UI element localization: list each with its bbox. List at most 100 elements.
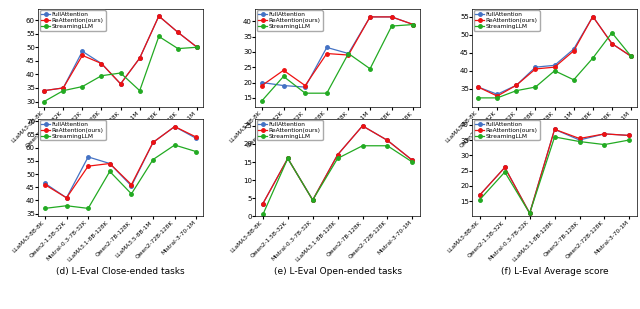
StreamingLLM bbox=[408, 160, 416, 164]
ReAttention(ours) bbox=[600, 132, 608, 136]
Title: (f) L-Eval Average score: (f) L-Eval Average score bbox=[500, 267, 609, 276]
FullAttention bbox=[60, 86, 67, 90]
Title: (d) L-Eval Close-ended tasks: (d) L-Eval Close-ended tasks bbox=[56, 267, 185, 276]
StreamingLLM bbox=[79, 85, 86, 88]
ReAttention(ours) bbox=[532, 67, 540, 71]
StreamingLLM bbox=[193, 45, 201, 49]
ReAttention(ours) bbox=[476, 193, 484, 197]
StreamingLLM bbox=[366, 67, 374, 71]
Line: StreamingLLM: StreamingLLM bbox=[43, 143, 198, 210]
ReAttention(ours) bbox=[589, 15, 596, 18]
StreamingLLM bbox=[301, 91, 309, 95]
StreamingLLM bbox=[98, 74, 106, 78]
FullAttention bbox=[127, 184, 135, 188]
Title: (a) LongBench En. tasks: (a) LongBench En. tasks bbox=[66, 158, 175, 167]
StreamingLLM bbox=[358, 144, 366, 148]
Line: ReAttention(ours): ReAttention(ours) bbox=[476, 15, 633, 98]
StreamingLLM bbox=[40, 99, 48, 103]
StreamingLLM bbox=[513, 89, 520, 92]
FullAttention bbox=[334, 153, 342, 157]
FullAttention bbox=[383, 138, 391, 142]
StreamingLLM bbox=[84, 206, 92, 210]
ReAttention(ours) bbox=[501, 166, 509, 169]
StreamingLLM bbox=[501, 170, 509, 174]
FullAttention bbox=[258, 81, 266, 84]
StreamingLLM bbox=[526, 211, 534, 215]
ReAttention(ours) bbox=[284, 157, 292, 160]
ReAttention(ours) bbox=[570, 49, 577, 53]
ReAttention(ours) bbox=[366, 15, 374, 19]
StreamingLLM bbox=[323, 91, 331, 95]
FullAttention bbox=[600, 132, 608, 136]
StreamingLLM bbox=[600, 143, 608, 146]
ReAttention(ours) bbox=[149, 141, 157, 144]
FullAttention bbox=[106, 162, 114, 165]
ReAttention(ours) bbox=[526, 211, 534, 215]
Title: (b) LongBench Zh. tasks: (b) LongBench Zh. tasks bbox=[283, 158, 392, 167]
ReAttention(ours) bbox=[171, 125, 179, 129]
StreamingLLM bbox=[551, 135, 559, 139]
FullAttention bbox=[259, 202, 267, 205]
FullAttention bbox=[608, 42, 616, 45]
Line: FullAttention: FullAttention bbox=[260, 15, 415, 89]
ReAttention(ours) bbox=[627, 54, 635, 58]
StreamingLLM bbox=[388, 24, 396, 28]
Line: ReAttention(ours): ReAttention(ours) bbox=[43, 125, 198, 200]
FullAttention bbox=[532, 65, 540, 69]
StreamingLLM bbox=[174, 47, 182, 50]
Legend: FullAttention, ReAttention(ours), StreamingLLM: FullAttention, ReAttention(ours), Stream… bbox=[257, 120, 323, 140]
FullAttention bbox=[410, 23, 417, 26]
Line: ReAttention(ours): ReAttention(ours) bbox=[42, 14, 199, 92]
ReAttention(ours) bbox=[127, 183, 135, 187]
StreamingLLM bbox=[41, 206, 49, 210]
StreamingLLM bbox=[60, 89, 67, 92]
ReAttention(ours) bbox=[474, 85, 482, 89]
ReAttention(ours) bbox=[408, 159, 416, 162]
ReAttention(ours) bbox=[513, 83, 520, 87]
ReAttention(ours) bbox=[323, 52, 331, 55]
FullAttention bbox=[501, 166, 509, 169]
FullAttention bbox=[136, 56, 143, 60]
StreamingLLM bbox=[474, 96, 482, 100]
FullAttention bbox=[388, 15, 396, 19]
StreamingLLM bbox=[171, 143, 179, 147]
ReAttention(ours) bbox=[116, 82, 124, 86]
ReAttention(ours) bbox=[98, 62, 106, 66]
Legend: FullAttention, ReAttention(ours), StreamingLLM: FullAttention, ReAttention(ours), Stream… bbox=[474, 120, 540, 140]
StreamingLLM bbox=[155, 35, 163, 38]
StreamingLLM bbox=[532, 85, 540, 89]
ReAttention(ours) bbox=[136, 56, 143, 60]
FullAttention bbox=[570, 47, 577, 51]
Line: ReAttention(ours): ReAttention(ours) bbox=[261, 124, 414, 205]
StreamingLLM bbox=[149, 158, 157, 161]
FullAttention bbox=[366, 15, 374, 19]
ReAttention(ours) bbox=[259, 202, 267, 205]
FullAttention bbox=[301, 85, 309, 89]
FullAttention bbox=[174, 31, 182, 34]
FullAttention bbox=[116, 82, 124, 86]
FullAttention bbox=[476, 193, 484, 197]
ReAttention(ours) bbox=[41, 183, 49, 187]
ReAttention(ours) bbox=[309, 198, 317, 202]
FullAttention bbox=[627, 54, 635, 58]
StreamingLLM bbox=[309, 198, 317, 202]
ReAttention(ours) bbox=[551, 65, 559, 69]
ReAttention(ours) bbox=[280, 69, 287, 72]
FullAttention bbox=[513, 83, 520, 87]
FullAttention bbox=[408, 159, 416, 162]
ReAttention(ours) bbox=[334, 153, 342, 157]
StreamingLLM bbox=[284, 157, 292, 160]
Legend: FullAttention, ReAttention(ours), StreamingLLM: FullAttention, ReAttention(ours), Stream… bbox=[40, 120, 106, 140]
Title: (c) LongBench Average score: (c) LongBench Average score bbox=[488, 158, 621, 167]
FullAttention bbox=[526, 211, 534, 215]
FullAttention bbox=[98, 62, 106, 66]
FullAttention bbox=[193, 137, 200, 140]
StreamingLLM bbox=[570, 78, 577, 82]
StreamingLLM bbox=[344, 52, 352, 55]
StreamingLLM bbox=[193, 150, 200, 154]
StreamingLLM bbox=[127, 192, 135, 196]
StreamingLLM bbox=[410, 23, 417, 26]
ReAttention(ours) bbox=[155, 14, 163, 18]
StreamingLLM bbox=[383, 144, 391, 148]
StreamingLLM bbox=[280, 74, 287, 78]
